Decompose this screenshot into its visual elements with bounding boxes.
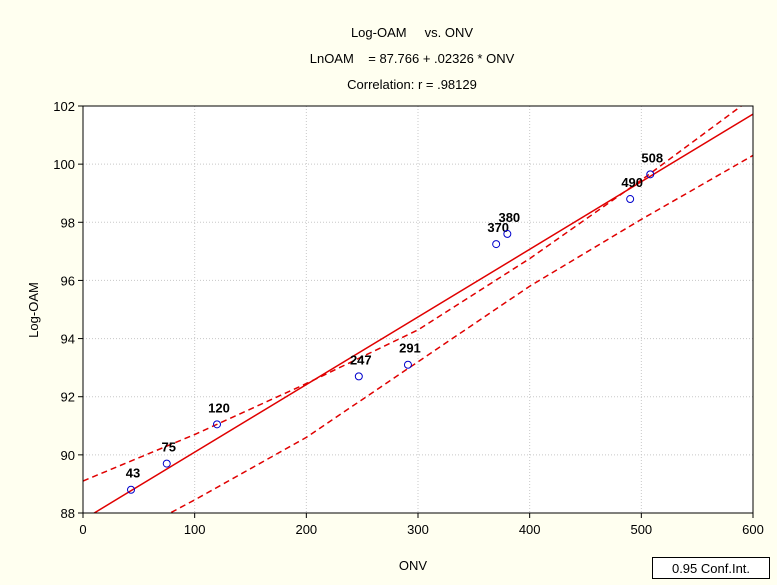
- point-label: 370: [487, 220, 509, 235]
- point-label: 247: [350, 352, 372, 367]
- data-point: [503, 229, 512, 238]
- axis-ticks: 0 100 200 300 400 500 600 88 90 92 94 96 98 100 102: [53, 99, 764, 537]
- regression-lines: [83, 106, 753, 513]
- data-point: [626, 195, 635, 204]
- y-tick-label: 92: [61, 390, 75, 405]
- conf-band-upper: [83, 106, 743, 482]
- regression-line: [92, 113, 753, 513]
- y-tick-label: 102: [53, 99, 75, 114]
- legend-label: 0.95 Conf.Int.: [671, 561, 751, 576]
- y-tick-label: 100: [53, 157, 75, 172]
- x-tick-label: 500: [630, 522, 652, 537]
- point-label: 43: [126, 466, 140, 481]
- grid: [83, 106, 753, 513]
- data-point: [354, 372, 363, 381]
- conf-band-lower: [168, 154, 753, 513]
- data-point: [213, 420, 221, 429]
- data-point: [646, 170, 655, 179]
- y-tick-label: 88: [61, 506, 75, 521]
- point-label: 291: [399, 341, 421, 356]
- x-tick-label: 100: [184, 522, 206, 537]
- x-tick-label: 400: [519, 522, 541, 537]
- y-tick-label: 90: [61, 448, 75, 463]
- x-axis-label: ONV: [399, 558, 428, 573]
- x-tick-label: 0: [79, 522, 86, 537]
- data-point: [492, 240, 501, 249]
- x-tick-label: 300: [407, 522, 429, 537]
- legend-box: 0.95 Conf.Int.: [652, 557, 770, 579]
- x-tick-label: 600: [742, 522, 764, 537]
- point-label: 75: [162, 440, 176, 455]
- data-point: [162, 459, 171, 468]
- data-point: [127, 485, 136, 494]
- y-tick-label: 96: [61, 273, 75, 288]
- y-tick-label: 94: [61, 332, 75, 347]
- point-label: 508: [641, 150, 663, 165]
- point-label: 380: [498, 210, 520, 225]
- y-axis-label: Log-OAM: [26, 282, 41, 338]
- point-label: 490: [621, 175, 643, 190]
- data-point: [403, 360, 412, 369]
- y-tick-label: 98: [61, 215, 75, 230]
- chart-title: Log-OAM vs. ONV: [351, 25, 473, 40]
- chart-equation: LnOAM = 87.766 + .02326 * ONV: [310, 51, 515, 66]
- x-tick-label: 200: [295, 522, 317, 537]
- chart-correlation: Correlation: r = .98129: [347, 77, 477, 92]
- point-label: 120: [208, 400, 230, 415]
